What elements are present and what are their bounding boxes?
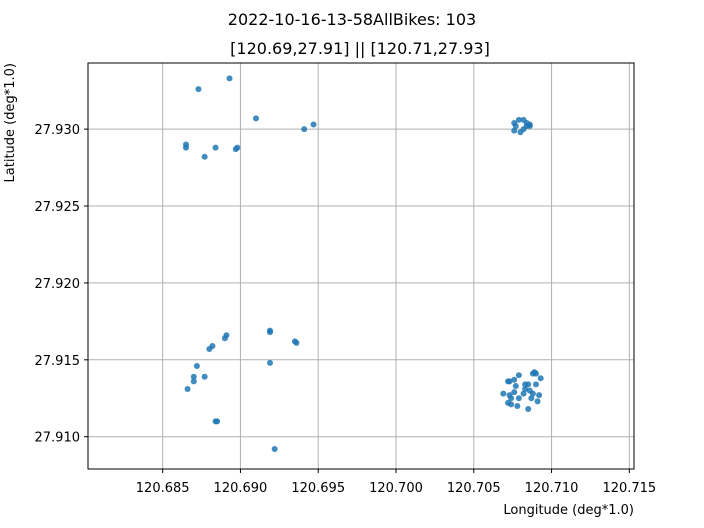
x-tick-label: 120.705: [447, 481, 501, 496]
data-point: [515, 372, 522, 379]
x-axis-label: Longitude (deg*1.0): [503, 503, 634, 518]
data-point: [515, 395, 522, 402]
data-point: [520, 390, 527, 397]
data-point: [533, 381, 539, 388]
y-tick-label: 27.915: [35, 354, 81, 369]
data-point: [511, 389, 518, 396]
x-tick-label: 120.695: [291, 481, 345, 496]
x-tick-label: 120.715: [602, 481, 656, 496]
data-point: [232, 146, 239, 153]
x-tick-label: 120.710: [525, 481, 579, 496]
x-tick-label: 120.700: [369, 481, 423, 496]
data-point: [226, 75, 233, 82]
data-point: [267, 327, 273, 334]
points: [183, 75, 544, 453]
data-point: [511, 376, 518, 383]
y-tick-label: 27.925: [35, 200, 81, 215]
data-point: [201, 373, 208, 380]
x-tick-label: 120.685: [136, 481, 190, 496]
data-point: [515, 116, 522, 123]
data-point: [223, 332, 230, 339]
y-tick-label: 27.930: [35, 123, 81, 138]
data-point: [310, 121, 317, 128]
data-point: [536, 392, 543, 399]
x-tick-label: 120.690: [214, 481, 268, 496]
y-axis: 27.910 27.915 27.920 27.925 27.930: [35, 123, 88, 446]
y-axis-label: Latitude (deg*1.0): [3, 63, 18, 182]
data-point: [201, 153, 208, 160]
data-point: [183, 144, 189, 151]
data-point: [293, 339, 300, 346]
data-point: [505, 399, 511, 406]
data-point: [525, 406, 532, 413]
data-point: [190, 378, 197, 385]
y-tick-label: 27.910: [35, 431, 81, 446]
grid: [88, 63, 634, 469]
chart-title: 2022-10-16-13-58AllBikes: 103: [228, 10, 476, 29]
data-point: [525, 381, 532, 388]
data-point: [209, 342, 216, 349]
data-point: [511, 127, 518, 134]
data-point: [301, 126, 308, 133]
data-point: [500, 390, 507, 397]
data-point: [195, 86, 202, 93]
data-point: [514, 402, 521, 409]
data-point: [522, 386, 529, 393]
data-point: [267, 359, 273, 366]
data-point: [528, 395, 535, 402]
data-point: [506, 378, 513, 385]
data-point: [523, 123, 530, 130]
x-axis: 120.685 120.690 120.695 120.700 120.705 120.7…: [136, 469, 656, 496]
data-point: [253, 115, 259, 122]
data-point: [512, 382, 519, 389]
data-point: [190, 373, 197, 380]
data-point: [529, 390, 536, 397]
data-point: [529, 370, 536, 377]
plot-frame: [87, 62, 635, 470]
chart-subtitle: [120.69,27.91] || [120.71,27.93]: [230, 39, 490, 58]
data-point: [271, 446, 278, 453]
data-point: [193, 362, 200, 369]
data-point: [184, 386, 191, 393]
data-point: [517, 129, 524, 136]
data-point: [512, 123, 519, 130]
data-point: [537, 375, 544, 382]
data-point: [534, 398, 541, 405]
data-point: [214, 418, 221, 425]
data-point: [212, 144, 219, 151]
y-tick-label: 27.920: [35, 277, 81, 292]
data-point: [508, 395, 515, 402]
